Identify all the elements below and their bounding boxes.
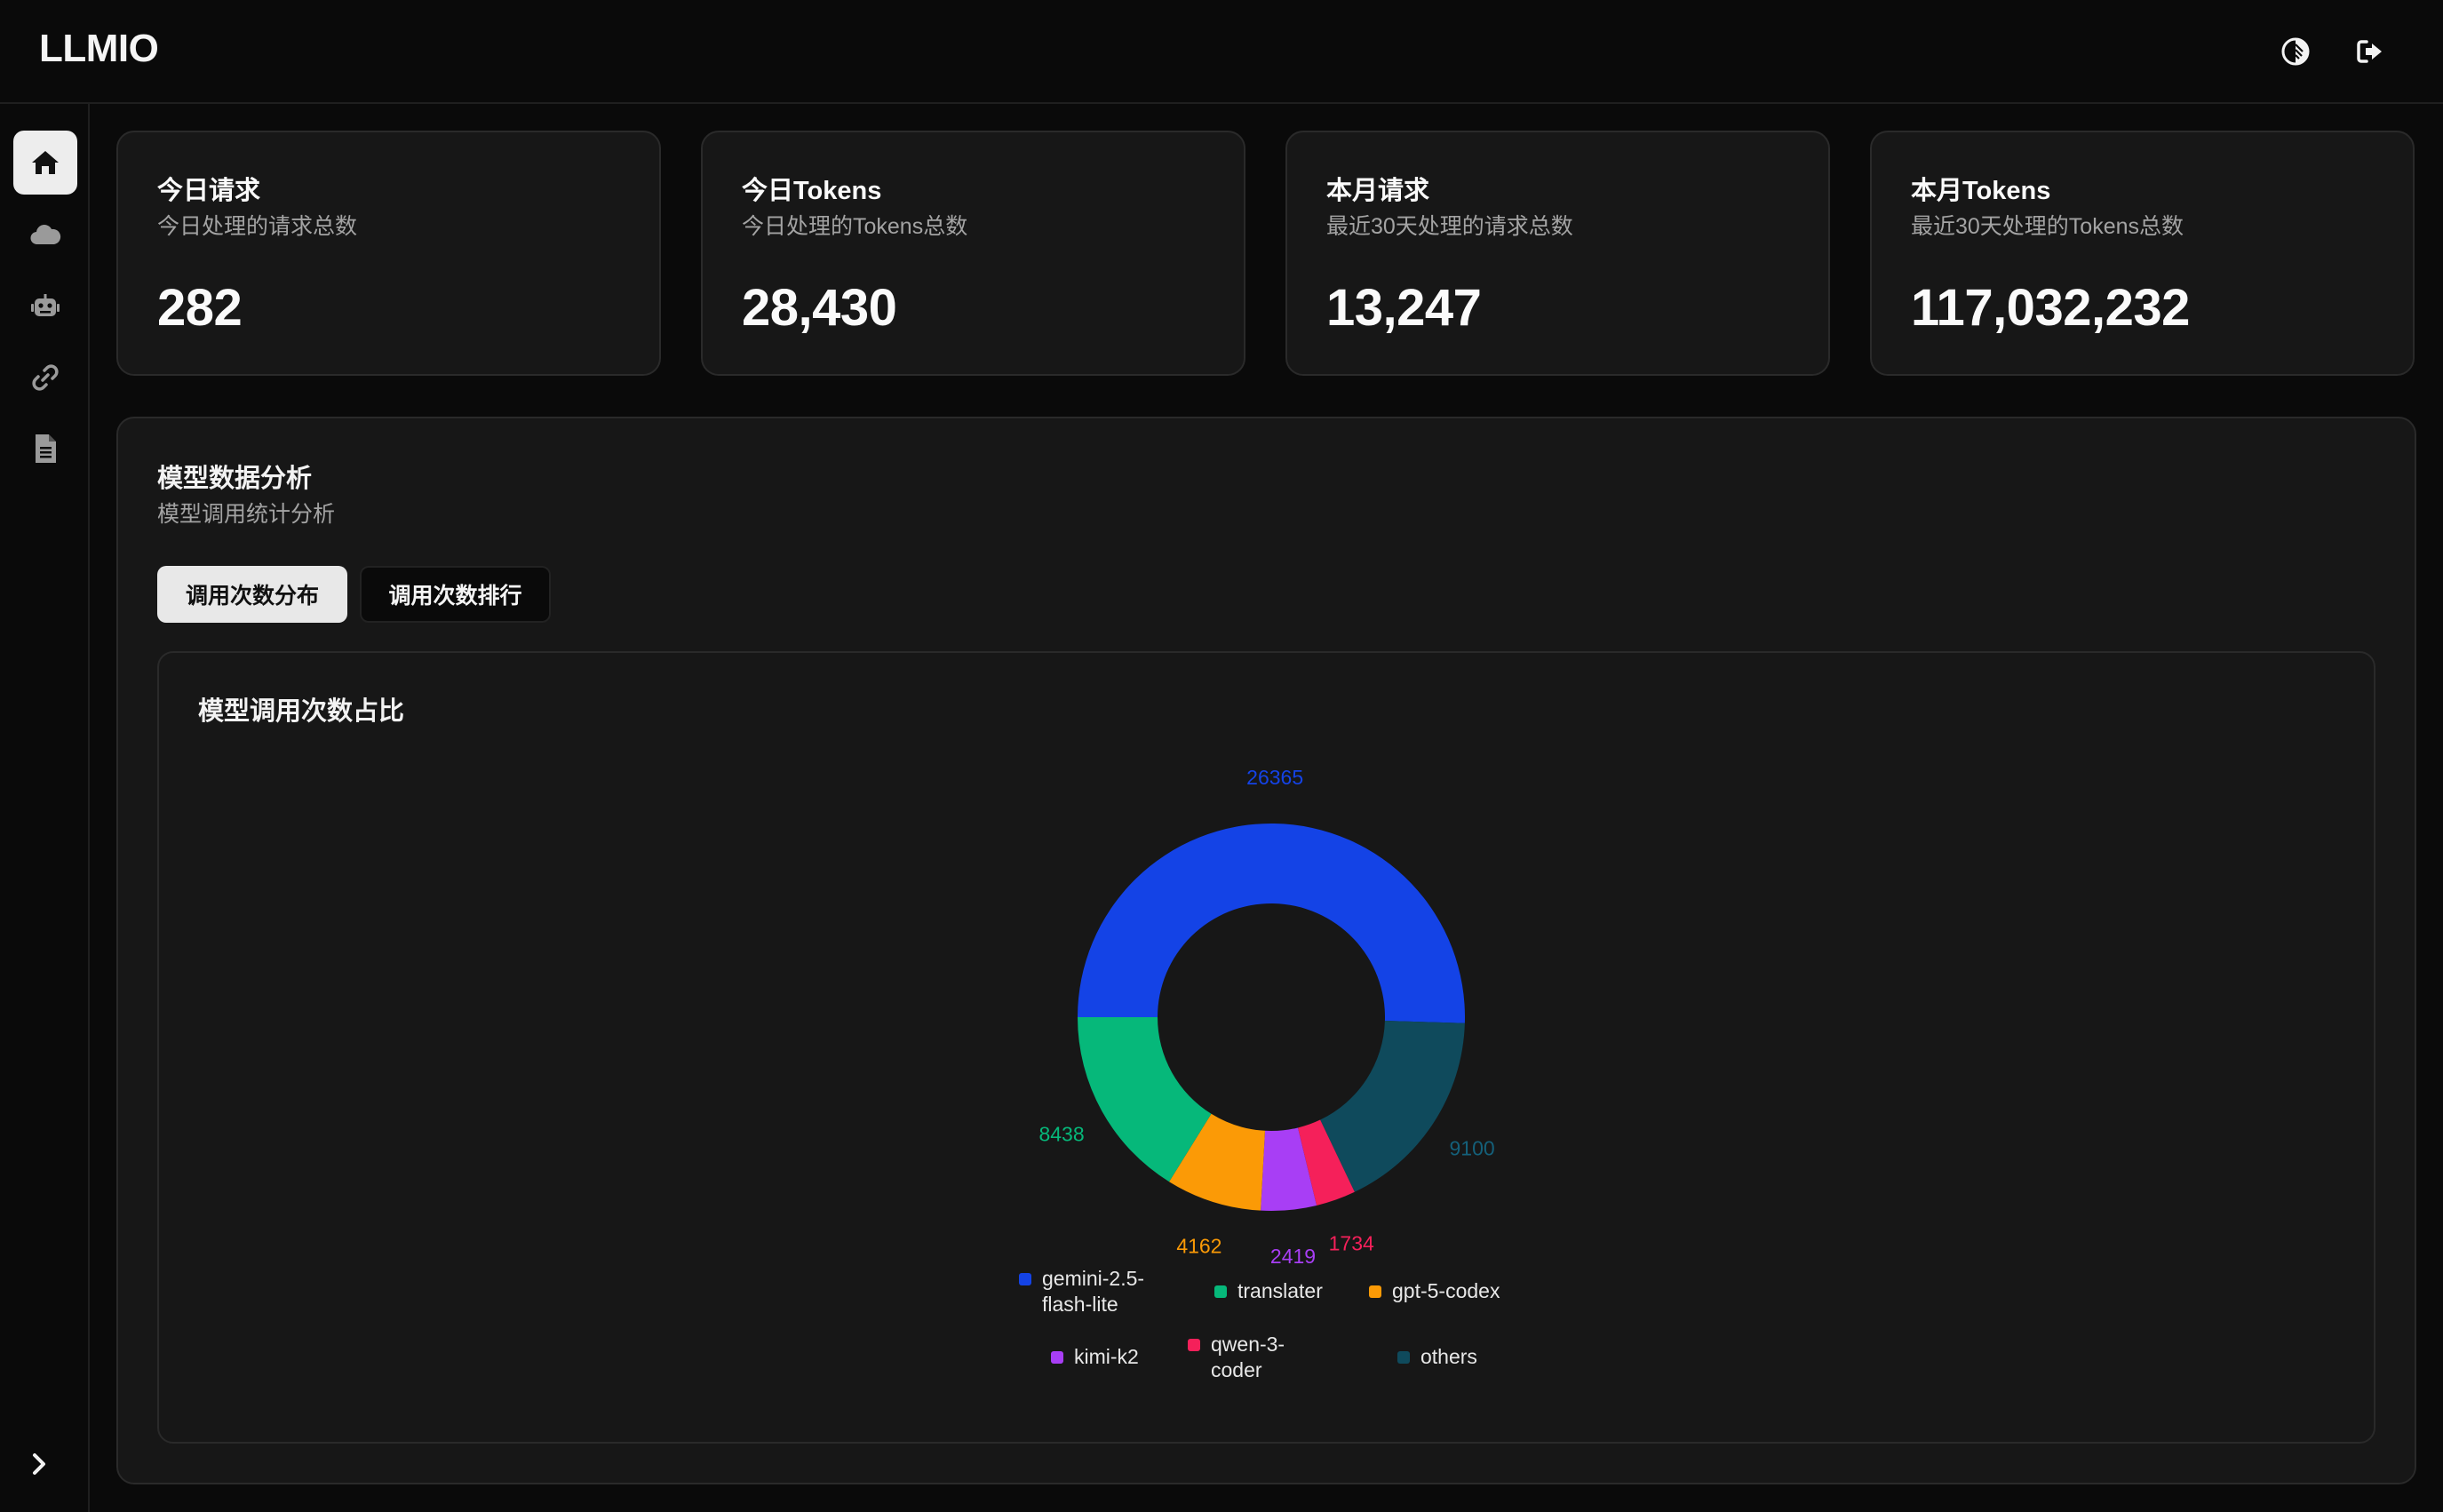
stat-title: 本月Tokens xyxy=(1911,177,2051,205)
sidebar-item-providers[interactable] xyxy=(13,203,77,267)
sidebar-collapse-button[interactable] xyxy=(21,1446,57,1482)
stat-title: 今日请求 xyxy=(157,177,261,205)
panel-title: 模型数据分析 xyxy=(157,465,313,493)
panel-subtitle: 模型调用统计分析 xyxy=(157,502,336,527)
donut-slice-gpt-5-codex[interactable] xyxy=(1169,1113,1266,1211)
sidebar-item-logs[interactable] xyxy=(13,417,77,481)
stat-value: 282 xyxy=(157,279,243,337)
stat-card-today-requests: 今日请求 今日处理的请求总数 282 xyxy=(116,131,661,376)
stat-card-today-tokens: 今日Tokens 今日处理的Tokens总数 28,430 xyxy=(701,131,1245,376)
logout-icon[interactable] xyxy=(2352,34,2388,69)
stat-title: 今日Tokens xyxy=(742,177,882,205)
cloud-icon xyxy=(30,225,61,245)
robot-icon xyxy=(31,294,60,316)
donut-slice-kimi-k2[interactable] xyxy=(1261,1127,1317,1211)
data-label-others: 9100 xyxy=(1450,1137,1495,1160)
stat-subtitle: 今日处理的Tokens总数 xyxy=(742,214,968,239)
data-label-gpt-5-codex: 4162 xyxy=(1176,1235,1222,1258)
donut-slice-others[interactable] xyxy=(1320,1020,1465,1192)
donut-chart: 26365 9100 1734 2419 4162 8438 xyxy=(1038,766,1495,1268)
chevron-right-icon xyxy=(33,1453,45,1475)
data-label-gemini-2-5-flash-lite: 26365 xyxy=(1246,766,1303,789)
donut-slice-qwen-3-coder[interactable] xyxy=(1297,1119,1355,1206)
sidebar-item-links[interactable] xyxy=(13,346,77,410)
data-label-qwen-3-coder: 1734 xyxy=(1329,1231,1374,1254)
top-bar: LLMIO xyxy=(0,0,2443,104)
chart-title: 模型调用次数占比 xyxy=(198,697,405,726)
sidebar-item-models[interactable] xyxy=(13,275,77,338)
tab-call-distribution[interactable]: 调用次数分布 xyxy=(157,566,347,623)
donut-slice-gemini-2-5-flash-lite[interactable] xyxy=(1078,824,1465,1023)
stat-card-month-tokens: 本月Tokens 最近30天处理的Tokens总数 117,032,232 xyxy=(1870,131,2415,376)
sidebar-item-home[interactable] xyxy=(13,131,77,195)
chart-container: 模型调用次数占比 26365 9100 1734 2419 4162 8438 gemin… xyxy=(157,651,2375,1444)
stat-subtitle: 最近30天处理的请求总数 xyxy=(1326,214,1573,239)
tab-call-ranking[interactable]: 调用次数排行 xyxy=(360,566,551,623)
stat-value: 117,032,232 xyxy=(1911,279,2190,337)
stat-subtitle: 最近30天处理的Tokens总数 xyxy=(1911,214,2184,239)
main-content: 今日请求 今日处理的请求总数 282 今日Tokens 今日处理的Tokens总… xyxy=(90,104,2443,1512)
model-analysis-panel: 模型数据分析 模型调用统计分析 调用次数分布 调用次数排行 模型调用次数占比 2… xyxy=(116,417,2416,1484)
donut-slice-translater[interactable] xyxy=(1078,1017,1212,1182)
stat-card-month-requests: 本月请求 最近30天处理的请求总数 13,247 xyxy=(1285,131,1830,376)
stat-title: 本月请求 xyxy=(1326,177,1430,205)
link-icon xyxy=(32,364,59,391)
sidebar xyxy=(0,104,90,1512)
theme-toggle-icon[interactable] xyxy=(2278,34,2313,69)
stat-subtitle: 今日处理的请求总数 xyxy=(157,214,358,239)
stat-value: 28,430 xyxy=(742,279,897,337)
app-logo: LLMIO xyxy=(39,27,159,70)
home-icon xyxy=(32,151,59,174)
document-icon xyxy=(36,434,56,463)
stat-value: 13,247 xyxy=(1326,279,1482,337)
data-label-kimi-k2: 2419 xyxy=(1270,1245,1316,1268)
data-label-translater: 8438 xyxy=(1038,1122,1084,1145)
